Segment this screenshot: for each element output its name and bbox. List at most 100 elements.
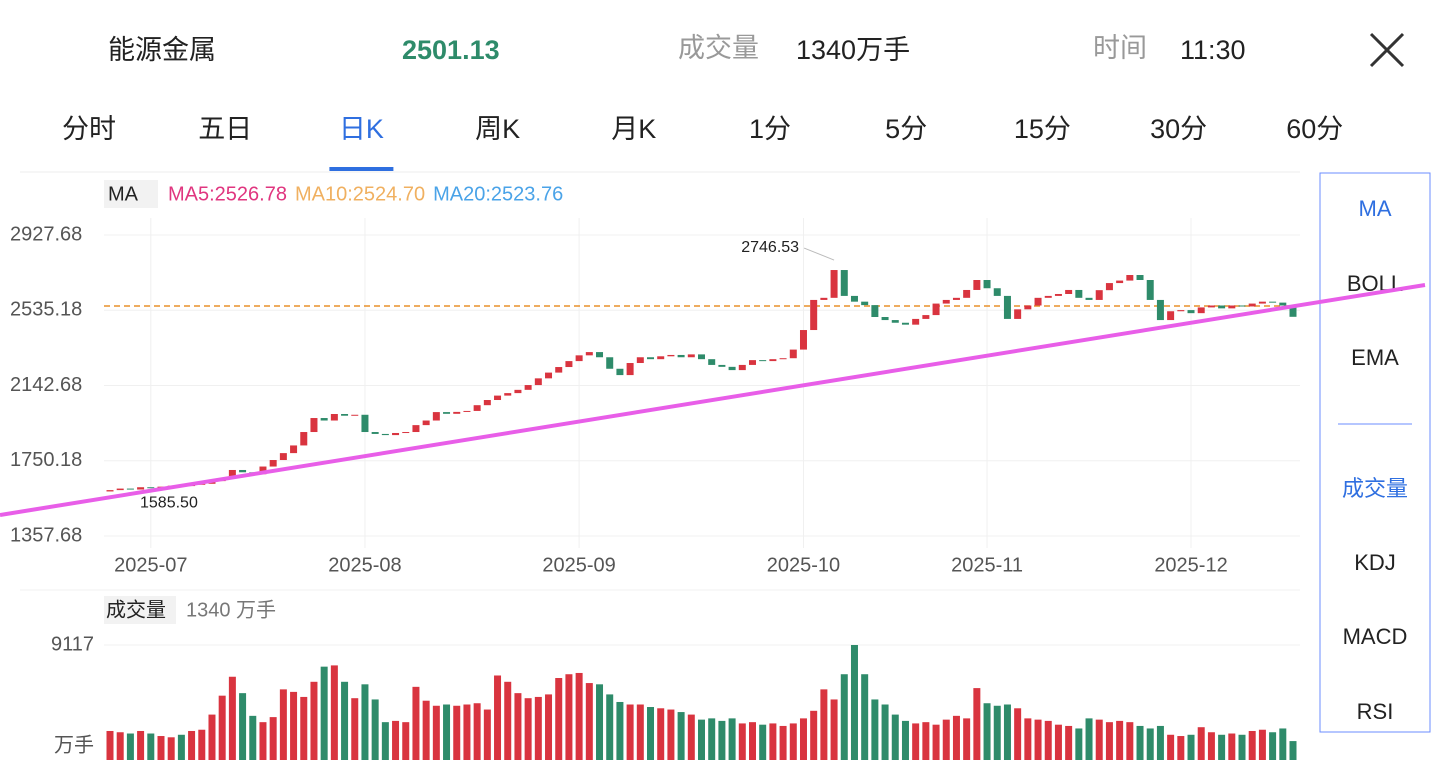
candle-body	[922, 315, 930, 319]
volume-bar	[1146, 728, 1154, 760]
volume-bar	[361, 684, 369, 760]
ma-label: MA10:2524.70	[295, 183, 425, 205]
candle-body	[1238, 305, 1246, 307]
volume-bar	[157, 736, 165, 760]
volume-bar	[494, 675, 502, 760]
volume-bar	[249, 715, 257, 760]
tab[interactable]: 五日	[198, 114, 252, 144]
candle-body	[769, 359, 777, 362]
volume-bar	[850, 645, 858, 760]
volume-bar	[993, 705, 1001, 760]
volume-bar	[1065, 725, 1073, 760]
candle-body	[1054, 293, 1062, 296]
candle-body	[820, 297, 828, 300]
tab[interactable]: 1分	[749, 114, 791, 144]
candle-body	[1014, 309, 1022, 319]
candle-body	[310, 418, 318, 433]
candle-body	[453, 411, 461, 414]
candle-body	[901, 322, 909, 325]
tab[interactable]: 月K	[611, 114, 656, 144]
candle-body	[728, 366, 736, 371]
candle-body	[290, 445, 298, 454]
volume-bar	[228, 676, 236, 760]
side-item[interactable]: MACD	[1343, 624, 1408, 649]
volume-bar	[483, 709, 491, 760]
y-unit: 万手	[54, 733, 94, 756]
candle-body	[881, 316, 889, 321]
candle-body	[932, 303, 940, 316]
x-tick-label: 2025-12	[1154, 554, 1227, 576]
volume-bar	[698, 719, 705, 760]
candle-body	[1095, 290, 1103, 300]
candle-body	[392, 432, 400, 436]
tab[interactable]: 日K	[339, 114, 384, 144]
volume-bar	[667, 709, 675, 760]
volume-bar	[432, 705, 440, 760]
candle-body	[1146, 279, 1154, 300]
candle-body	[585, 352, 593, 356]
volume-bar	[290, 691, 298, 760]
volume-bar	[799, 718, 807, 760]
side-item[interactable]: MA	[1359, 196, 1392, 221]
candle-body	[1116, 280, 1124, 284]
candle-body	[799, 330, 807, 350]
volume-bar	[983, 703, 991, 760]
candle-body	[351, 414, 359, 416]
volume-bar	[1228, 733, 1236, 760]
volume-bar	[1279, 728, 1287, 760]
volume-bar	[810, 710, 818, 760]
candle-body	[677, 354, 685, 358]
volume-bar	[1024, 718, 1032, 760]
volume-bar	[198, 729, 206, 760]
candle-body	[1177, 310, 1185, 312]
tab[interactable]: 60分	[1286, 114, 1343, 144]
annotation-line	[803, 247, 835, 261]
volume-bar	[606, 694, 614, 760]
volume-subtitle: 1340 万手	[186, 598, 276, 621]
candle-body	[422, 420, 430, 426]
time: 11:30	[1180, 35, 1246, 65]
volume-bar	[545, 694, 553, 760]
candle-body	[891, 320, 899, 323]
volume-bar	[188, 730, 196, 760]
candle-body	[1228, 305, 1236, 309]
candle-body	[259, 466, 267, 475]
candle-body	[626, 363, 634, 376]
volume-bar	[687, 714, 695, 760]
volume-bar	[636, 704, 644, 760]
volume-bar	[1136, 725, 1144, 760]
candle-body	[1065, 289, 1073, 294]
volume-bar	[901, 720, 909, 760]
candle-body	[1279, 302, 1287, 306]
volume-bar	[596, 684, 604, 760]
side-item[interactable]: 成交量	[1342, 476, 1408, 501]
y-tick-label: 1750.18	[10, 449, 82, 471]
tab[interactable]: 15分	[1014, 114, 1071, 144]
close-button[interactable]	[1369, 32, 1405, 68]
annotation: 1585.50	[140, 495, 198, 512]
candle-body	[371, 432, 379, 434]
candle-body	[483, 400, 491, 406]
candle-body	[555, 367, 563, 373]
side-item[interactable]: KDJ	[1354, 550, 1396, 575]
trend-line	[0, 283, 1426, 517]
candle-body	[1126, 275, 1134, 281]
volume-bar	[1187, 734, 1195, 760]
volume-bar	[1156, 725, 1164, 760]
candle-body	[942, 299, 950, 304]
tab[interactable]: 5分	[885, 114, 927, 144]
candle-body	[565, 361, 573, 368]
tab[interactable]: 周K	[475, 114, 520, 144]
side-item[interactable]: RSI	[1357, 699, 1394, 724]
candle-body	[973, 279, 981, 290]
volume-bar	[738, 723, 746, 760]
volume-bar	[1126, 722, 1134, 760]
volume-bar	[555, 678, 563, 760]
tab[interactable]: 30分	[1150, 114, 1207, 144]
tab[interactable]: 分时	[62, 114, 116, 144]
y-tick-label: 9117	[51, 633, 94, 655]
index-name: 能源金属	[108, 35, 216, 65]
volume-bar	[1207, 732, 1215, 760]
volume-bar	[1248, 730, 1256, 760]
side-item[interactable]: EMA	[1351, 345, 1399, 370]
